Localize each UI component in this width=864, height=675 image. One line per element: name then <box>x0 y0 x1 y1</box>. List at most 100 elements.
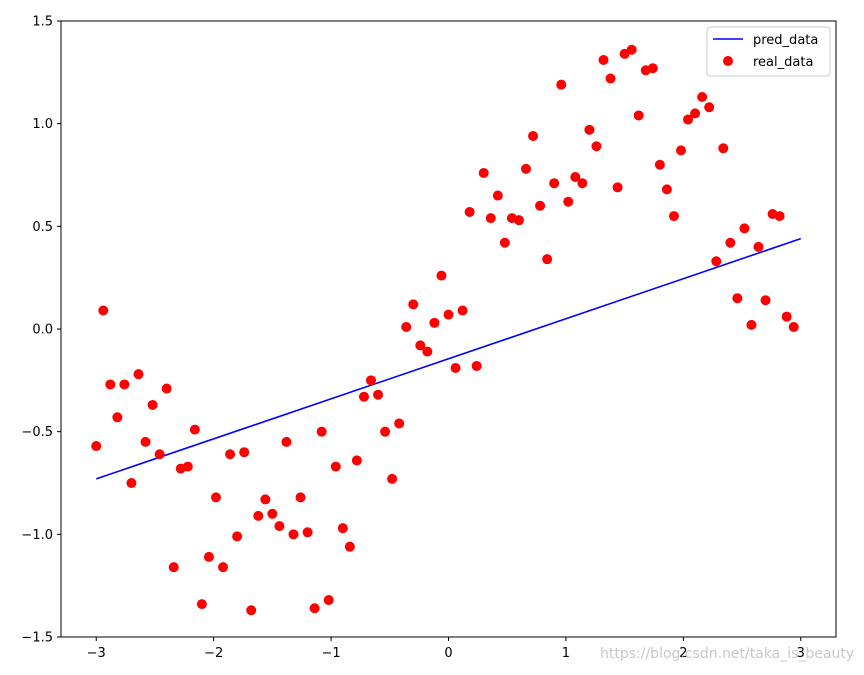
scatter-point <box>584 124 595 135</box>
scatter-point <box>464 206 475 217</box>
scatter-point <box>704 102 715 113</box>
scatter-point <box>612 182 623 193</box>
legend-swatch-point <box>723 56 733 66</box>
scatter-point <box>633 110 644 121</box>
scatter-point <box>147 399 158 410</box>
scatter-point <box>668 211 679 222</box>
scatter-point <box>753 241 764 252</box>
scatter-point <box>309 603 320 614</box>
y-tick-label: −1.5 <box>21 631 53 646</box>
scatter-point <box>196 599 207 610</box>
scatter-point <box>760 295 771 306</box>
scatter-point <box>330 461 341 472</box>
scatter-point <box>676 145 686 156</box>
legend-label-pred: pred_data <box>753 33 818 48</box>
scatter-point <box>605 73 616 84</box>
scatter-point <box>415 340 426 351</box>
scatter-point <box>274 521 285 532</box>
scatter-point <box>598 55 609 66</box>
watermark: https://blog.csdn.net/taka_is_beauty <box>600 646 855 662</box>
x-tick-label: 0 <box>444 646 452 661</box>
scatter-point <box>577 178 588 189</box>
scatter-point <box>344 541 355 552</box>
scatter-point <box>690 108 701 119</box>
scatter-point <box>232 531 243 542</box>
scatter-point <box>133 369 144 380</box>
scatter-point <box>239 447 250 458</box>
scatter-point <box>351 455 362 466</box>
scatter-point <box>788 321 799 332</box>
scatter-point <box>471 360 482 371</box>
scatter-point <box>126 478 137 488</box>
scatter-point <box>189 424 200 435</box>
scatter-point <box>203 551 214 562</box>
scatter-point <box>154 449 165 460</box>
scatter-point <box>556 79 567 90</box>
scatter-point <box>316 426 327 437</box>
scatter-point <box>549 178 560 189</box>
scatter-point <box>683 114 694 125</box>
scatter-point <box>739 223 750 234</box>
ticks-layer: −3 −2 −1 0 1 2 3 −1.5 −1.0 −0.5 0.0 0.5 1.0 1.5 <box>21 15 804 662</box>
y-tick-label: 0.0 <box>32 323 53 338</box>
y-tick-label: 1.5 <box>32 15 53 30</box>
scatter-point <box>513 215 524 226</box>
scatter-point <box>781 311 792 322</box>
scatter-point <box>725 237 736 248</box>
scatter-point <box>373 389 384 400</box>
scatter-point <box>380 426 391 437</box>
scatter-point <box>253 510 264 521</box>
scatter-point <box>281 436 292 447</box>
scatter-point <box>260 494 271 505</box>
legend: pred_data real_data <box>706 26 831 77</box>
scatter-point <box>288 529 299 540</box>
scatter-point <box>647 63 658 74</box>
scatter-point <box>401 321 412 332</box>
scatter-point <box>661 184 672 195</box>
y-tick-label: −0.5 <box>21 425 53 440</box>
scatter-point <box>302 527 313 538</box>
series-line-pred_data <box>95 237 802 480</box>
scatter-point <box>366 375 376 386</box>
scatter-point <box>746 319 757 330</box>
scatter-point <box>429 317 440 328</box>
x-tick-label: 3 <box>797 646 805 661</box>
scatter-point <box>246 605 257 616</box>
scatter-point <box>408 299 419 310</box>
y-tick-label: 1.0 <box>32 117 53 132</box>
scatter-point <box>528 130 539 141</box>
scatter-point <box>91 441 102 452</box>
scatter-point <box>542 254 553 265</box>
scatter-point <box>499 237 510 248</box>
data-layer <box>91 44 802 616</box>
x-tick-label: −2 <box>204 646 223 661</box>
x-tick-label: −3 <box>87 646 106 661</box>
scatter-point <box>711 256 722 267</box>
scatter-point <box>394 418 405 429</box>
x-tick-label: 1 <box>562 646 570 661</box>
scatter-point <box>732 293 743 304</box>
scatter-point <box>436 270 447 281</box>
scatter-point <box>182 461 193 472</box>
scatter-point <box>563 196 574 207</box>
scatter-point <box>267 508 278 519</box>
scatter-point <box>161 383 172 394</box>
scatter-point <box>654 159 665 170</box>
scatter-point <box>337 523 348 534</box>
scatter-point <box>422 346 433 357</box>
y-tick-label: 0.5 <box>32 220 53 235</box>
scatter-point <box>626 44 637 55</box>
scatter-point <box>358 391 369 402</box>
scatter-point <box>323 595 334 606</box>
scatter-point <box>718 143 729 154</box>
scatter-point <box>443 309 454 320</box>
legend-label-real: real_data <box>753 55 813 70</box>
scatter-point <box>478 167 489 178</box>
x-tick-label: 2 <box>679 646 687 661</box>
scatter-point <box>168 562 179 573</box>
scatter-point <box>570 172 581 183</box>
scatter-point <box>450 363 461 374</box>
scatter-point <box>521 163 531 174</box>
scatter-point <box>492 190 503 201</box>
